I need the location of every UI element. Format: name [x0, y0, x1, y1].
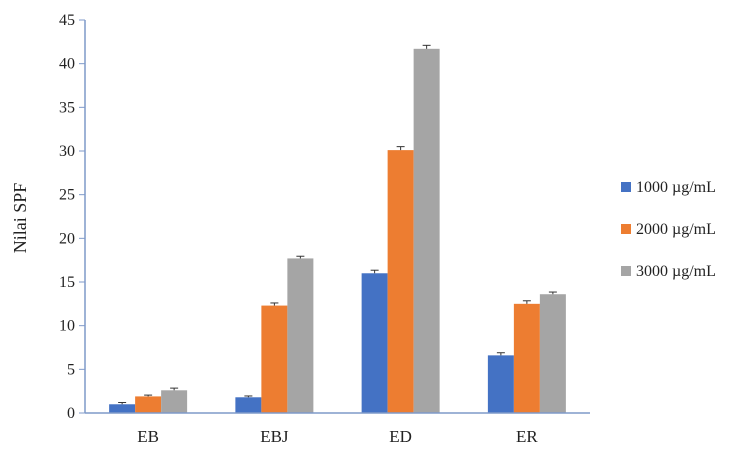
y-tick-label: 25 [59, 187, 75, 204]
y-tick-label: 0 [67, 405, 75, 422]
x-category-label: EB [137, 427, 159, 446]
x-category-label: ER [516, 427, 538, 446]
legend-entry-label: 3000 µg/mL [636, 263, 716, 280]
bar-ed-series-1 [361, 273, 388, 413]
bar-ebj-series-3 [287, 258, 314, 413]
y-tick-label: 5 [67, 361, 75, 378]
bar-er-series-2 [513, 303, 540, 413]
axes [84, 20, 590, 414]
legend-entry-label: 1000 µg/mL [636, 179, 716, 196]
legend: 1000 µg/mL 2000 µg/mL 3000 µg/mL [621, 179, 716, 280]
bar-eb-series-1 [109, 404, 136, 413]
bar-er-series-1 [487, 355, 514, 413]
legend-swatch [621, 224, 631, 234]
y-tick-label: 10 [59, 318, 75, 335]
bar-ed-series-3 [413, 48, 440, 413]
legend-swatch [621, 182, 631, 192]
bar-eb-series-2 [135, 396, 162, 413]
y-axis-label: Nilai SPF [10, 183, 30, 254]
y-tick-label: 35 [59, 99, 75, 116]
legend-entry-label: 2000 µg/mL [636, 221, 716, 238]
bar-eb-series-3 [161, 390, 188, 413]
bar-ebj-series-1 [235, 397, 262, 413]
y-tick-label: 15 [59, 274, 75, 291]
bar-ebj-series-2 [261, 305, 288, 413]
y-tick-label: 40 [59, 56, 75, 73]
y-tick-label: 45 [59, 12, 75, 29]
bar-ed-series-2 [387, 150, 414, 414]
x-category-label: EBJ [260, 427, 289, 446]
y-tick-label: 20 [59, 230, 75, 247]
x-axis-categories: EB EBJ ED ER [137, 427, 538, 446]
x-category-label: ED [389, 427, 412, 446]
y-tick-label: 30 [59, 143, 75, 160]
y-axis-ticks: 0 5 10 15 20 25 30 35 40 45 [59, 12, 85, 422]
legend-swatch [621, 266, 631, 276]
bar-er-series-3 [539, 294, 566, 413]
bars [109, 44, 566, 414]
